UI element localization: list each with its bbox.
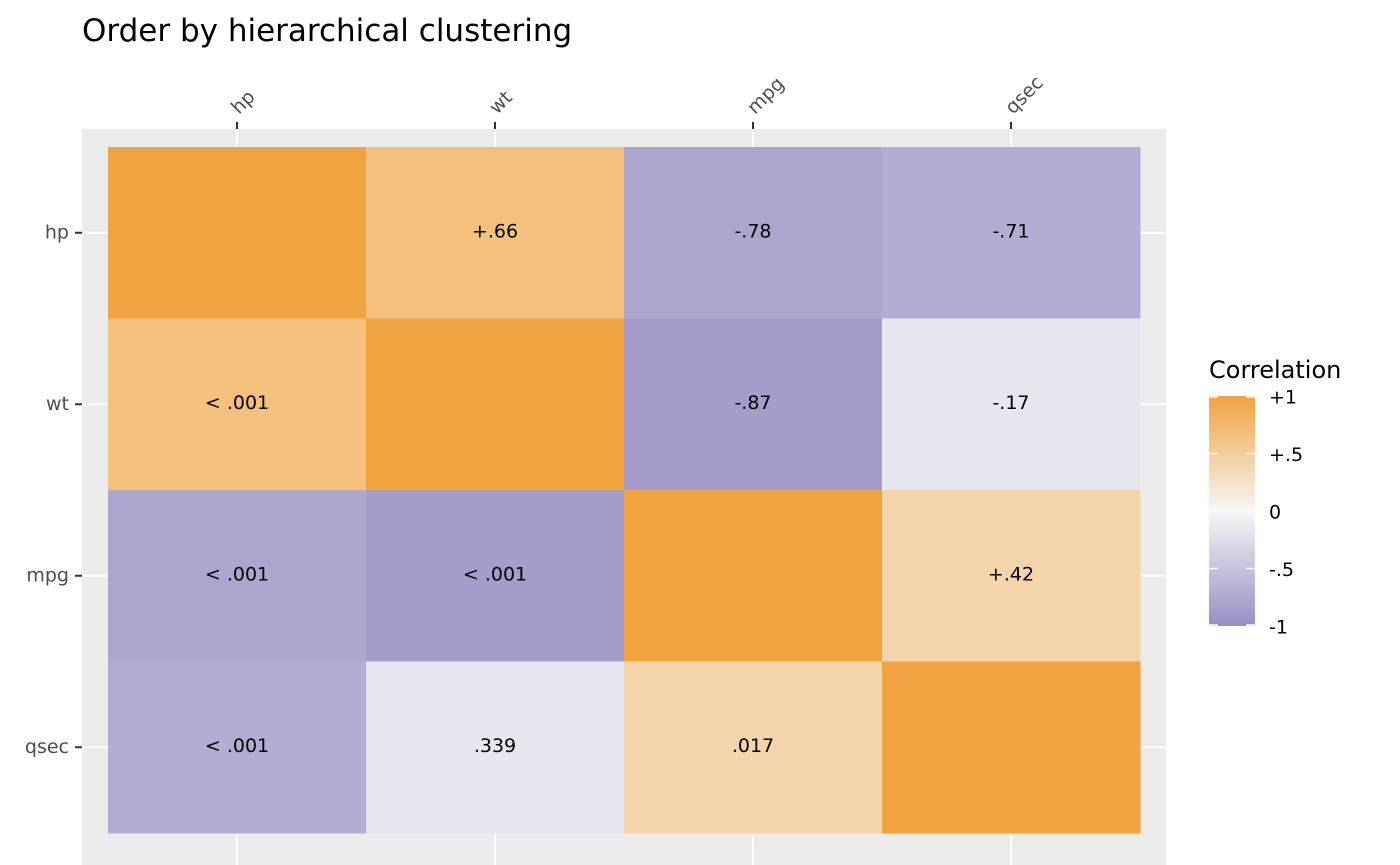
heatmap-cell-qsec-wt bbox=[366, 661, 625, 834]
legend-label: -.5 bbox=[1269, 559, 1294, 581]
x-tick-label-qsec: qsec bbox=[1001, 72, 1048, 119]
cell-label-mpg-qsec: +.42 bbox=[988, 563, 1034, 585]
legend-ticks: +1 +.5 0 -.5 -1 bbox=[1209, 387, 1303, 639]
heatmap-cell-qsec-qsec bbox=[882, 661, 1141, 834]
heatmap-cell-mpg-qsec bbox=[882, 490, 1141, 662]
y-tick-label-mpg: mpg bbox=[26, 564, 69, 586]
cell-label-wt-mpg: -.87 bbox=[734, 392, 771, 414]
cell-label-wt-qsec: -.17 bbox=[992, 392, 1029, 414]
cell-label-mpg-hp: < .001 bbox=[205, 563, 269, 585]
cell-label-hp-wt: +.66 bbox=[472, 220, 518, 242]
heatmap-cell-hp-mpg bbox=[624, 147, 883, 319]
cell-label-wt-hp: < .001 bbox=[205, 392, 269, 414]
x-axis-top: hp wt mpg qsec bbox=[227, 72, 1048, 129]
heatmap-cell-wt-hp bbox=[108, 318, 367, 491]
legend: Correlation +1 +.5 0 -.5 -1 bbox=[1209, 356, 1341, 639]
heatmap-cell-hp-wt bbox=[366, 147, 625, 319]
heatmap-cell-mpg-mpg bbox=[624, 490, 883, 662]
cell-label-qsec-hp: < .001 bbox=[205, 735, 269, 757]
y-tick-label-wt: wt bbox=[46, 393, 69, 415]
x-tick-label-hp: hp bbox=[227, 86, 260, 119]
x-tick-label-mpg: mpg bbox=[743, 73, 789, 119]
y-tick-label-hp: hp bbox=[45, 221, 69, 243]
y-axis: hp wt mpg qsec bbox=[25, 221, 82, 758]
cell-label-qsec-mpg: .017 bbox=[732, 735, 774, 757]
heatmap-cell-qsec-mpg bbox=[624, 661, 883, 834]
legend-label: +.5 bbox=[1269, 444, 1303, 466]
cell-label-hp-qsec: -.71 bbox=[992, 220, 1029, 242]
heatmap-cell-mpg-wt bbox=[366, 490, 625, 662]
heatmap-cells bbox=[108, 147, 1141, 834]
legend-title: Correlation bbox=[1209, 356, 1341, 384]
x-tick-label-wt: wt bbox=[485, 87, 517, 119]
heatmap-cell-wt-wt bbox=[366, 318, 625, 491]
heatmap-cell-wt-mpg bbox=[624, 318, 883, 491]
heatmap-cell-mpg-hp bbox=[108, 490, 367, 662]
heatmap-cell-hp-hp bbox=[108, 147, 367, 319]
heatmap-cell-qsec-hp bbox=[108, 661, 367, 834]
cell-label-hp-mpg: -.78 bbox=[734, 220, 771, 242]
heatmap-cell-wt-qsec bbox=[882, 318, 1141, 491]
legend-label: -1 bbox=[1269, 617, 1288, 639]
chart-title: Order by hierarchical clustering bbox=[82, 13, 572, 49]
legend-label: 0 bbox=[1269, 502, 1281, 524]
heatmap-cell-labels: +.66 -.78 -.71 < .001 -.87 -.17 < .001 < .001 +.… bbox=[205, 220, 1034, 757]
cell-label-mpg-wt: < .001 bbox=[463, 563, 527, 585]
y-tick-label-qsec: qsec bbox=[25, 736, 69, 758]
cell-label-qsec-wt: .339 bbox=[474, 735, 516, 757]
heatmap-cell-hp-qsec bbox=[882, 147, 1141, 319]
legend-label: +1 bbox=[1269, 387, 1297, 409]
